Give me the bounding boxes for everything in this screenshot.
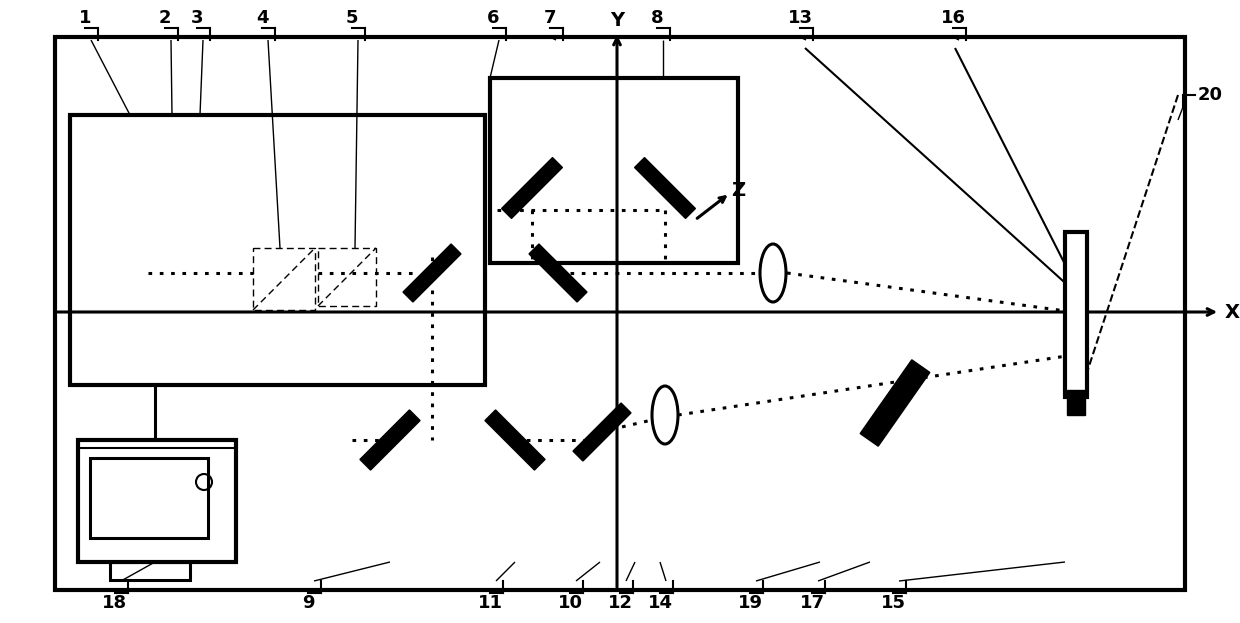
Bar <box>55 37 1185 590</box>
Text: 11: 11 <box>477 594 502 612</box>
Text: 16: 16 <box>940 9 966 27</box>
Polygon shape <box>403 244 461 302</box>
Text: 14: 14 <box>647 594 672 612</box>
Text: 18: 18 <box>103 594 128 612</box>
Text: X: X <box>1225 303 1240 321</box>
Text: Y: Y <box>610 11 624 31</box>
Polygon shape <box>573 403 631 461</box>
Text: 15: 15 <box>880 594 905 612</box>
Text: 12: 12 <box>608 594 632 612</box>
Text: 9: 9 <box>301 594 314 612</box>
Text: 10: 10 <box>558 594 583 612</box>
Bar <box>317 248 376 306</box>
Bar <box>78 440 236 562</box>
Polygon shape <box>360 410 420 470</box>
Text: 13: 13 <box>787 9 812 27</box>
Text: 4: 4 <box>255 9 268 27</box>
Text: 7: 7 <box>544 9 557 27</box>
Bar <box>490 78 738 263</box>
Polygon shape <box>529 244 587 302</box>
Polygon shape <box>502 158 563 219</box>
Bar <box>1066 390 1085 415</box>
Text: 2: 2 <box>159 9 171 27</box>
Text: 19: 19 <box>738 594 763 612</box>
Text: 1: 1 <box>79 9 92 27</box>
Text: 5: 5 <box>346 9 358 27</box>
Polygon shape <box>861 360 930 446</box>
Bar <box>1065 232 1087 397</box>
Text: 6: 6 <box>487 9 500 27</box>
Text: 17: 17 <box>800 594 825 612</box>
Bar <box>110 562 190 580</box>
Text: Z: Z <box>730 181 745 199</box>
Bar <box>69 115 485 385</box>
Bar <box>91 458 208 538</box>
Bar <box>253 248 315 310</box>
Text: 8: 8 <box>651 9 663 27</box>
Text: 20: 20 <box>1198 86 1223 104</box>
Text: 3: 3 <box>191 9 203 27</box>
Polygon shape <box>485 410 546 470</box>
Polygon shape <box>635 158 696 219</box>
